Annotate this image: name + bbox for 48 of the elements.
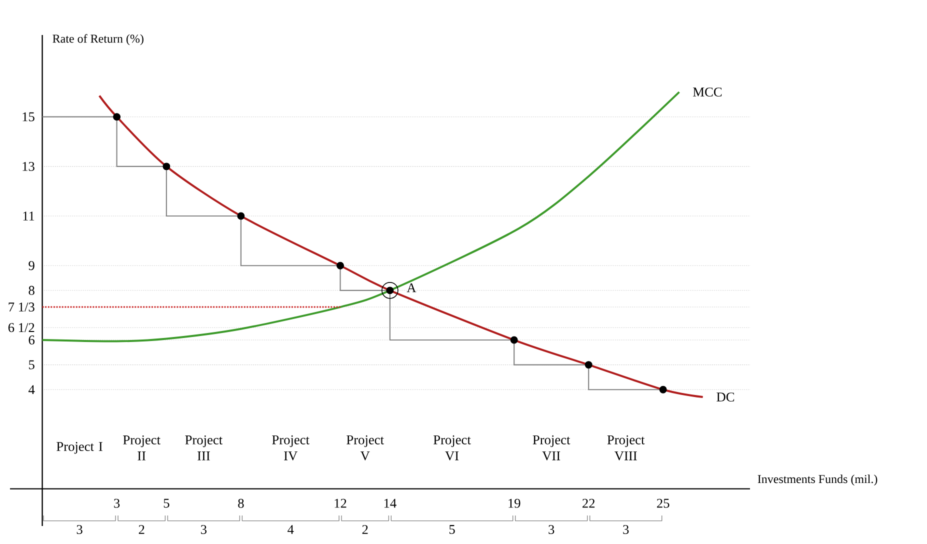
y-tick-label: 9 (28, 261, 34, 270)
y-tick-label: 8 (28, 286, 34, 295)
annotation: Project III (185, 435, 223, 460)
y-tick-label: 6 1/2 (8, 323, 34, 332)
series-label: MCC (693, 88, 722, 97)
point (237, 212, 245, 220)
x-tick-label: 3 (114, 498, 120, 508)
annotation: Project VII (532, 435, 570, 460)
annotation: A (406, 283, 416, 292)
x-tick-label: 22 (582, 498, 595, 508)
y-tick-label: 4 (28, 385, 35, 394)
annotation: 5 (449, 525, 455, 534)
annotation: Project II (123, 435, 160, 460)
annotation: 3 (76, 525, 82, 534)
x-tick-label: 5 (164, 498, 170, 508)
series-label: DC (716, 392, 734, 402)
annotation: 4 (288, 525, 294, 534)
y-axis-title: Rate of Return (%) (52, 34, 144, 46)
annotation: Project I (56, 442, 102, 454)
annotation: 2 (138, 525, 144, 534)
annotation: 2 (362, 525, 368, 534)
annotation: Project V (346, 435, 384, 460)
x-tick-label: 25 (657, 498, 670, 508)
point (510, 336, 518, 344)
y-tick-label: 7 1/3 (8, 302, 34, 312)
point (584, 361, 592, 369)
y-tick-label: 15 (22, 112, 34, 122)
annotation: Project IV (272, 435, 310, 460)
line-series (98, 94, 704, 398)
point (162, 162, 170, 170)
x-axis-title: Investments Funds (mil.) (758, 474, 878, 486)
annotation: 3 (201, 525, 207, 534)
point (659, 386, 667, 394)
y-tick-label: 5 (29, 360, 34, 370)
x-tick-label: 8 (238, 498, 244, 508)
annotation: Project VIII (607, 435, 645, 460)
annotation: 3 (548, 525, 554, 534)
y-tick-label: 11 (23, 212, 34, 220)
x-tick-label: 12 (334, 498, 346, 508)
x-tick-label: 19 (508, 498, 520, 508)
y-tick-label: 6 (28, 336, 35, 344)
line-series (41, 91, 680, 342)
annotation: 3 (623, 525, 629, 534)
point (336, 262, 344, 270)
y-tick-label: 13 (22, 162, 34, 171)
x-tick-label: 14 (384, 498, 396, 508)
point (113, 113, 121, 121)
annotation: Project VI (434, 435, 471, 460)
